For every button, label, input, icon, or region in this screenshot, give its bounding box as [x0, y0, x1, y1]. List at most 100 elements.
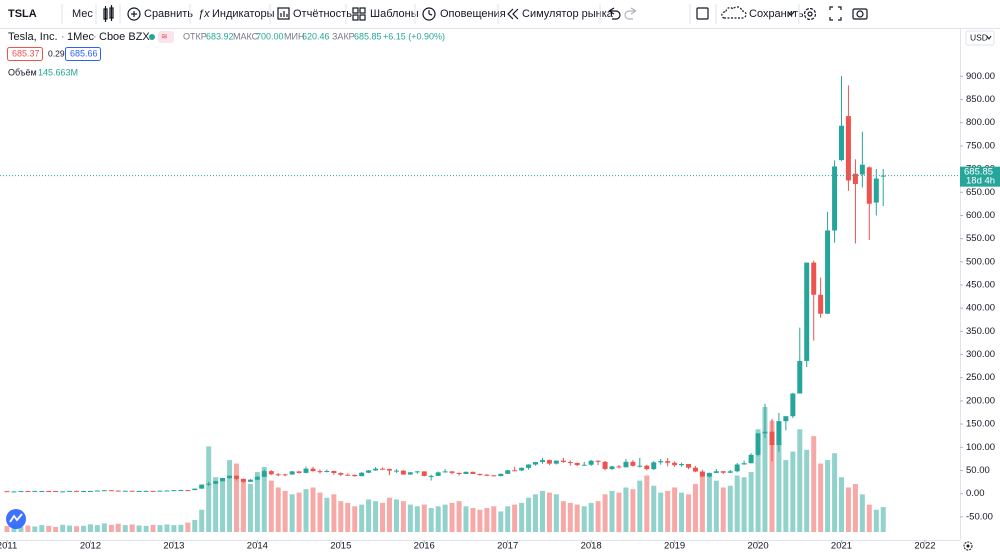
- settings-button[interactable]: [803, 7, 817, 21]
- indicators-button[interactable]: ƒx Индикаторы: [198, 8, 275, 20]
- templates-button[interactable]: Шаблоны: [352, 7, 419, 21]
- candle-body: [734, 464, 740, 472]
- volume-bar: [852, 484, 858, 532]
- candle-body: [74, 490, 80, 492]
- volume-bar: [574, 504, 580, 532]
- candle-body: [442, 471, 448, 473]
- candle-body: [658, 461, 664, 463]
- logo[interactable]: [6, 509, 26, 529]
- badge[interactable]: [158, 31, 174, 43]
- volume-bar: [567, 502, 573, 532]
- volume-bar: [859, 494, 865, 532]
- legend: Tesla, Inc. · 1Мес · Cboe BZX ≋ ОТКР 683…: [7, 31, 445, 77]
- symbol[interactable]: TSLA: [8, 8, 37, 20]
- candle-body: [122, 490, 128, 492]
- change-value: +6.15 (+0.90%): [383, 31, 445, 41]
- volume-bar: [338, 501, 344, 532]
- candle-body: [359, 472, 365, 477]
- snapshot-button[interactable]: [852, 8, 868, 20]
- replay-label: Симулятор рынка: [522, 8, 614, 20]
- candle-body: [129, 490, 135, 492]
- layout-button[interactable]: [696, 7, 709, 20]
- candle-body: [491, 475, 497, 477]
- candle-body: [199, 484, 205, 489]
- y-tick-label: 500.00: [966, 256, 995, 267]
- candle-body: [46, 490, 52, 492]
- candle-body: [18, 491, 24, 493]
- axis-settings-button[interactable]: [963, 541, 973, 551]
- candle-body: [637, 465, 643, 467]
- volume-bar: [560, 501, 566, 532]
- candle-body: [783, 416, 789, 422]
- compare-button[interactable]: Сравнить: [127, 7, 193, 21]
- volume-bar: [164, 524, 170, 532]
- candle-body: [526, 464, 532, 468]
- volume-bar: [679, 492, 685, 532]
- candle-body: [108, 490, 114, 492]
- candle-body: [317, 471, 323, 473]
- volume-bar: [880, 507, 886, 532]
- y-tick-label: 800.00: [966, 117, 995, 128]
- financials-button[interactable]: Отчётность: [277, 7, 352, 20]
- volume-bar: [101, 523, 107, 532]
- replay-button[interactable]: Симулятор рынка: [507, 8, 614, 20]
- candle-body: [94, 490, 100, 492]
- y-tick-label: 850.00: [966, 94, 995, 105]
- candle-body: [366, 470, 372, 473]
- candle-body: [310, 468, 316, 472]
- volume-bar: [762, 407, 768, 532]
- x-tick-label: 2020: [747, 541, 768, 552]
- chart-type-button[interactable]: [103, 5, 114, 22]
- volume-bar: [533, 494, 538, 532]
- volume-bar: [866, 504, 872, 532]
- volume-bar: [129, 524, 135, 532]
- volume-bar: [713, 480, 719, 532]
- y-tick-label: 650.00: [966, 187, 995, 198]
- x-tick-label: 2013: [163, 541, 184, 552]
- y-tick-label: 100.00: [966, 442, 995, 453]
- save-button[interactable]: Сохранить: [721, 6, 804, 20]
- indicators-label: Индикаторы: [212, 8, 275, 20]
- bid-box[interactable]: [7, 47, 43, 61]
- candle-body: [352, 474, 358, 477]
- candle-body: [470, 471, 476, 474]
- y-tick-label: 350.00: [966, 326, 995, 337]
- volume-bar: [477, 509, 483, 532]
- x-tick-label: 2021: [831, 541, 852, 552]
- currency-button[interactable]: [965, 30, 995, 46]
- volume-bar: [637, 480, 643, 532]
- alerts-button[interactable]: Оповещения: [422, 7, 506, 21]
- x-tick-label: 2011: [0, 541, 17, 552]
- volume-bar: [449, 502, 455, 532]
- y-tick-label: 200.00: [966, 395, 995, 406]
- ask-box[interactable]: [65, 47, 101, 61]
- interval[interactable]: Мес: [72, 8, 93, 20]
- volume-bar: [720, 487, 726, 532]
- volume-bar: [359, 504, 365, 532]
- market-status: [149, 34, 155, 40]
- redo-button[interactable]: [624, 7, 637, 20]
- volume-bar: [672, 487, 678, 532]
- candle-body: [748, 454, 754, 464]
- volume-bar: [4, 526, 10, 532]
- y-tick-label: 400.00: [966, 303, 995, 314]
- candle-body: [67, 490, 73, 492]
- candle-body: [185, 490, 191, 492]
- volume-bar: [178, 524, 184, 532]
- undo-button[interactable]: [608, 7, 621, 20]
- fullscreen-button[interactable]: [829, 6, 842, 21]
- volume-bar: [553, 494, 559, 532]
- volume-bar: [463, 506, 469, 532]
- candle-body: [873, 178, 879, 203]
- volume-bar: [157, 525, 163, 532]
- volume-bar: [644, 475, 650, 532]
- candle-body: [407, 472, 413, 475]
- alerts-label: Оповещения: [440, 8, 506, 20]
- volume-bar: [143, 525, 149, 532]
- volume-bar: [247, 484, 253, 532]
- candle-body: [268, 471, 274, 475]
- candle-body: [234, 475, 239, 479]
- volume-bar: [25, 525, 31, 532]
- candle-body: [143, 490, 149, 492]
- volume-bar: [268, 480, 274, 532]
